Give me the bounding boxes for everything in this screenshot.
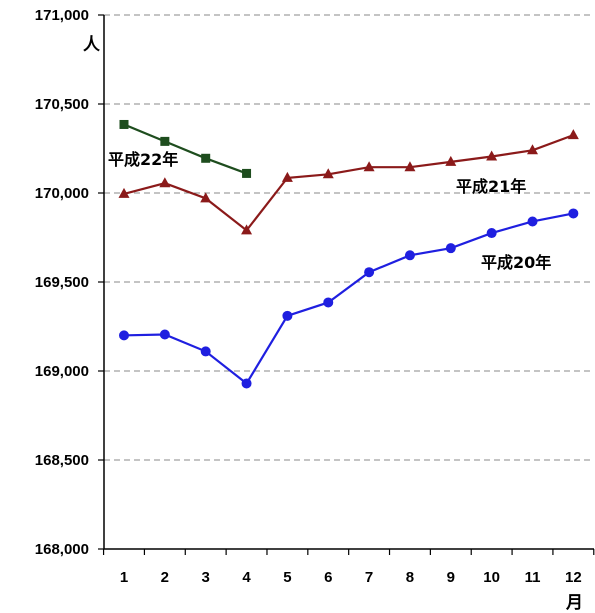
- axes: [98, 14, 595, 555]
- y-tick-label: 171,000: [35, 7, 89, 24]
- x-tick-label: 1: [120, 569, 128, 586]
- series-label-2: 平成21年: [456, 177, 526, 196]
- x-tick-label: 2: [161, 569, 169, 586]
- series-3: [119, 208, 579, 389]
- data-point: [323, 297, 334, 308]
- x-tick-label: 8: [406, 569, 414, 586]
- data-point: [322, 168, 334, 179]
- y-axis-unit: 人: [83, 35, 101, 55]
- data-point: [119, 119, 129, 129]
- data-point: [567, 129, 579, 140]
- data-point: [200, 346, 211, 357]
- x-tick-label: 4: [242, 569, 251, 586]
- data-point: [241, 224, 253, 235]
- data-point: [527, 144, 538, 155]
- data-point: [242, 168, 252, 178]
- data-point: [404, 161, 416, 172]
- data-point: [486, 228, 497, 239]
- data-point: [241, 378, 252, 389]
- x-tick-label: 7: [365, 569, 373, 586]
- data-point: [159, 177, 171, 188]
- series-line: [123, 123, 247, 175]
- x-axis-tick-labels: 1 2 3 4 5 6 7 8 9 10 11 12: [120, 569, 582, 586]
- data-series: [118, 119, 579, 389]
- data-point: [201, 153, 211, 163]
- x-tick-label: 3: [202, 569, 210, 586]
- data-point: [445, 155, 457, 166]
- y-tick-label: 169,000: [35, 363, 89, 380]
- data-point: [404, 250, 415, 261]
- series-1: [119, 119, 252, 178]
- data-point: [363, 161, 375, 172]
- x-tick-label: 12: [565, 569, 582, 586]
- y-axis-tick-labels: 168,000 168,500 169,000 169,500 170,000 170,5…: [35, 7, 89, 558]
- x-tick-label: 9: [447, 569, 455, 586]
- y-tick-label: 168,000: [35, 541, 89, 558]
- y-tick-label: 170,000: [35, 185, 89, 202]
- data-point: [200, 192, 212, 203]
- x-axis-unit: 月: [565, 593, 583, 613]
- data-point: [282, 310, 293, 321]
- x-tick-label: 11: [525, 569, 541, 586]
- x-tick-label: 10: [483, 569, 500, 586]
- data-point: [119, 330, 129, 341]
- y-tick-label: 168,500: [35, 452, 89, 469]
- data-point: [118, 187, 130, 198]
- x-tick-label: 6: [324, 569, 332, 586]
- series-label-1: 平成22年: [108, 150, 178, 169]
- series-label-3: 平成20年: [481, 253, 551, 272]
- series-line: [123, 212, 574, 386]
- data-point: [281, 171, 293, 182]
- series-line: [123, 134, 574, 232]
- y-tick-label: 170,500: [35, 96, 89, 113]
- gridlines: [104, 14, 594, 461]
- data-point: [486, 150, 498, 161]
- data-point: [445, 243, 456, 254]
- y-tick-label: 169,500: [35, 274, 89, 291]
- data-point: [527, 216, 538, 227]
- data-point: [568, 208, 579, 219]
- x-tick-label: 5: [283, 569, 291, 586]
- data-point: [364, 267, 375, 278]
- data-point: [160, 136, 170, 146]
- data-point: [159, 329, 170, 340]
- series-2: [118, 129, 579, 235]
